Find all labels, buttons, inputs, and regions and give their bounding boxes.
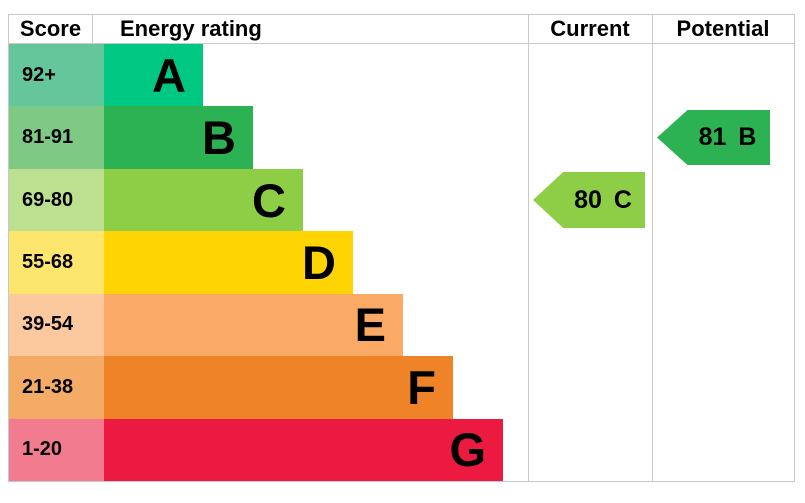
- band-letter: E: [354, 298, 386, 352]
- current-band-letter: C: [613, 185, 632, 214]
- band-bar-f: F: [104, 356, 453, 419]
- potential-rating-arrow: 81 B: [657, 110, 770, 165]
- current-column-divider: [527, 15, 529, 481]
- band-score-range: 21-38: [9, 356, 104, 419]
- current-score: 80: [574, 185, 602, 214]
- potential-score: 81: [698, 123, 727, 151]
- band-row-a: 92+ A: [9, 44, 794, 107]
- table-header-row: Score Energy rating Current Potential: [9, 15, 794, 44]
- band-bar-a: A: [104, 44, 203, 107]
- band-rows: 92+ A 81-91 B 69-80 C 55-68 D 39-54 E 21…: [9, 44, 794, 481]
- band-row-g: 1-20 G: [9, 418, 794, 481]
- band-row-c: 69-80 C: [9, 168, 794, 232]
- band-letter: F: [407, 360, 436, 414]
- band-letter: D: [302, 235, 336, 289]
- potential-column-header: Potential: [676, 16, 770, 41]
- band-bar-b: B: [104, 106, 253, 169]
- band-row-f: 21-38 F: [9, 356, 794, 419]
- band-letter: C: [252, 173, 286, 227]
- band-score-range: 81-91: [9, 106, 104, 169]
- band-bar-c: C: [104, 168, 303, 232]
- band-letter: B: [202, 111, 236, 165]
- band-bar-d: D: [104, 231, 353, 294]
- band-bar-g: G: [104, 418, 503, 481]
- band-score-range: 55-68: [9, 231, 104, 294]
- energy-rating-column-header: Energy rating: [120, 16, 262, 41]
- band-score-range: 39-54: [9, 293, 104, 357]
- potential-column-divider: [651, 15, 653, 481]
- score-column-header: Score: [9, 15, 93, 43]
- band-row-b: 81-91 B: [9, 106, 794, 169]
- band-row-d: 55-68 D: [9, 231, 794, 294]
- band-score-range: 92+: [9, 44, 104, 107]
- potential-band-letter: B: [738, 123, 757, 151]
- band-bar-e: E: [104, 293, 403, 357]
- band-letter: G: [449, 423, 486, 477]
- band-score-range: 1-20: [9, 418, 104, 481]
- epc-table: Score Energy rating Current Potential 92…: [8, 14, 795, 482]
- current-column-header: Current: [550, 16, 630, 41]
- band-letter: A: [152, 48, 186, 102]
- band-score-range: 69-80: [9, 168, 104, 232]
- band-row-e: 39-54 E: [9, 293, 794, 357]
